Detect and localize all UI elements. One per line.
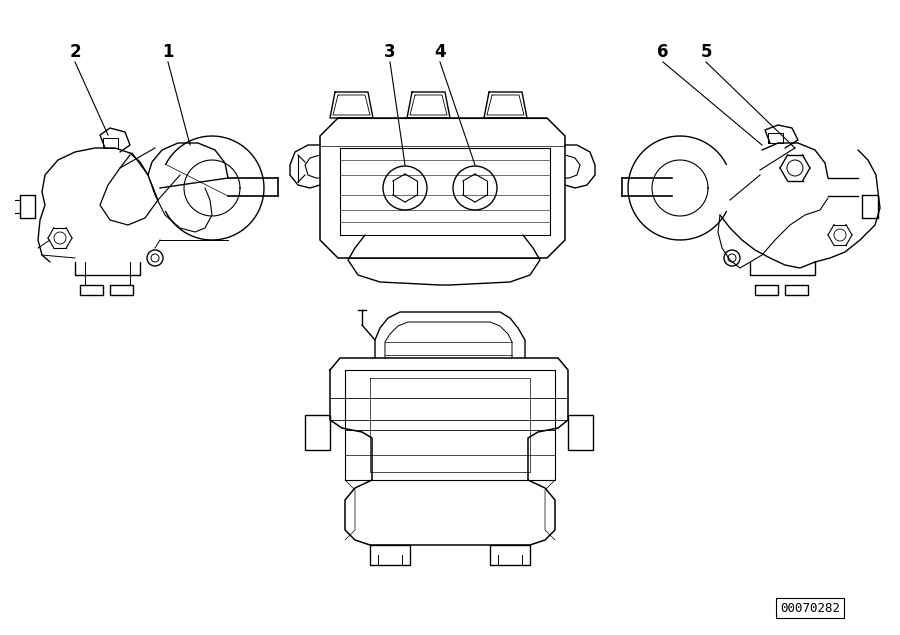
Text: 2: 2 [69,43,81,61]
Text: 3: 3 [384,43,396,61]
Text: 00070282: 00070282 [780,601,840,615]
Text: 4: 4 [434,43,446,61]
Bar [305,415,330,450]
Text: 5: 5 [700,43,712,61]
Text: 1: 1 [162,43,174,61]
Bar [568,415,593,450]
Text: 6: 6 [657,43,669,61]
